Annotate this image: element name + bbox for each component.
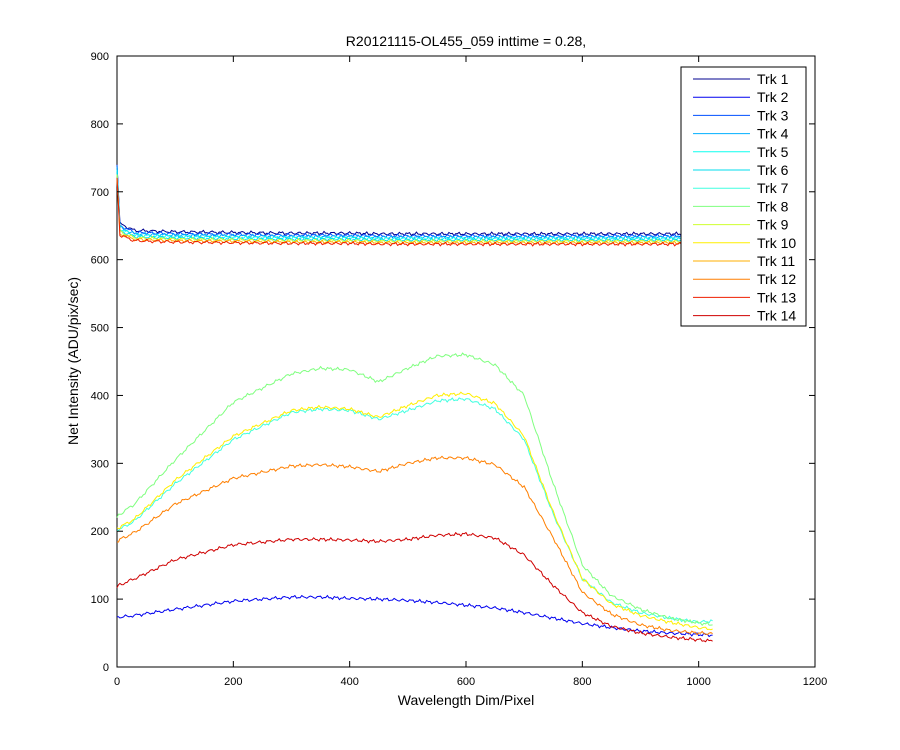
legend-label-9: Trk 9 xyxy=(757,217,789,233)
y-tick-label: 400 xyxy=(91,390,109,402)
legend-label-10: Trk 10 xyxy=(757,235,796,251)
series-line-2 xyxy=(116,594,713,638)
series-layer xyxy=(116,164,713,643)
axis-ticks: 0 200 400 600 800 1000 1200 0 100 200 300 400 500 600… xyxy=(91,51,828,688)
series-line-14 xyxy=(116,531,713,643)
y-tick-label: 600 xyxy=(91,255,109,267)
series-line-5 xyxy=(116,169,713,242)
x-tick-label: 1200 xyxy=(803,676,827,688)
legend: Trk 1 Trk 2 Trk 3 Trk 4 Trk 5 Trk 6 Trk 7 Trk 8… xyxy=(680,66,807,327)
y-tick-label: 0 xyxy=(103,662,109,674)
legend-label-7: Trk 7 xyxy=(757,180,789,196)
series-line-11 xyxy=(116,178,713,246)
series-line-10 xyxy=(116,391,713,631)
legend-label-1: Trk 1 xyxy=(757,71,789,87)
series-line-12 xyxy=(117,455,713,636)
y-tick-label: 900 xyxy=(91,51,109,63)
legend-label-12: Trk 12 xyxy=(757,271,796,287)
y-tick-label: 700 xyxy=(91,187,109,199)
x-axis-label: Wavelength Dim/Pixel xyxy=(398,692,534,708)
chart-title: R20121115-OL455_059 inttime = 0.28, xyxy=(346,33,586,49)
x-tick-label: 200 xyxy=(224,676,242,688)
legend-label-6: Trk 6 xyxy=(757,162,789,178)
legend-label-3: Trk 3 xyxy=(757,107,789,123)
y-tick-label: 300 xyxy=(91,458,109,470)
legend-box xyxy=(680,66,807,327)
legend-label-8: Trk 8 xyxy=(757,198,789,214)
legend-label-4: Trk 4 xyxy=(757,126,789,142)
legend-label-5: Trk 5 xyxy=(757,144,789,160)
y-tick-label: 200 xyxy=(91,526,109,538)
x-tick-label: 0 xyxy=(114,676,120,688)
series-line-7 xyxy=(116,397,713,624)
x-tick-label: 800 xyxy=(573,676,591,688)
y-tick-label: 100 xyxy=(91,594,109,606)
x-tick-label: 1000 xyxy=(686,676,710,688)
x-tick-label: 400 xyxy=(340,676,358,688)
x-tick-label: 600 xyxy=(457,676,475,688)
series-line-6 xyxy=(116,173,713,243)
legend-label-2: Trk 2 xyxy=(757,89,789,105)
y-tick-label: 500 xyxy=(91,323,109,335)
y-tick-label: 800 xyxy=(91,119,109,131)
legend-label-13: Trk 13 xyxy=(757,289,796,305)
legend-label-14: Trk 14 xyxy=(757,308,796,324)
y-axis-label: Net Intensity (ADU/pix/sec) xyxy=(65,277,81,445)
legend-label-11: Trk 11 xyxy=(757,253,795,269)
series-line-13 xyxy=(116,177,713,247)
series-line-8 xyxy=(116,352,713,626)
